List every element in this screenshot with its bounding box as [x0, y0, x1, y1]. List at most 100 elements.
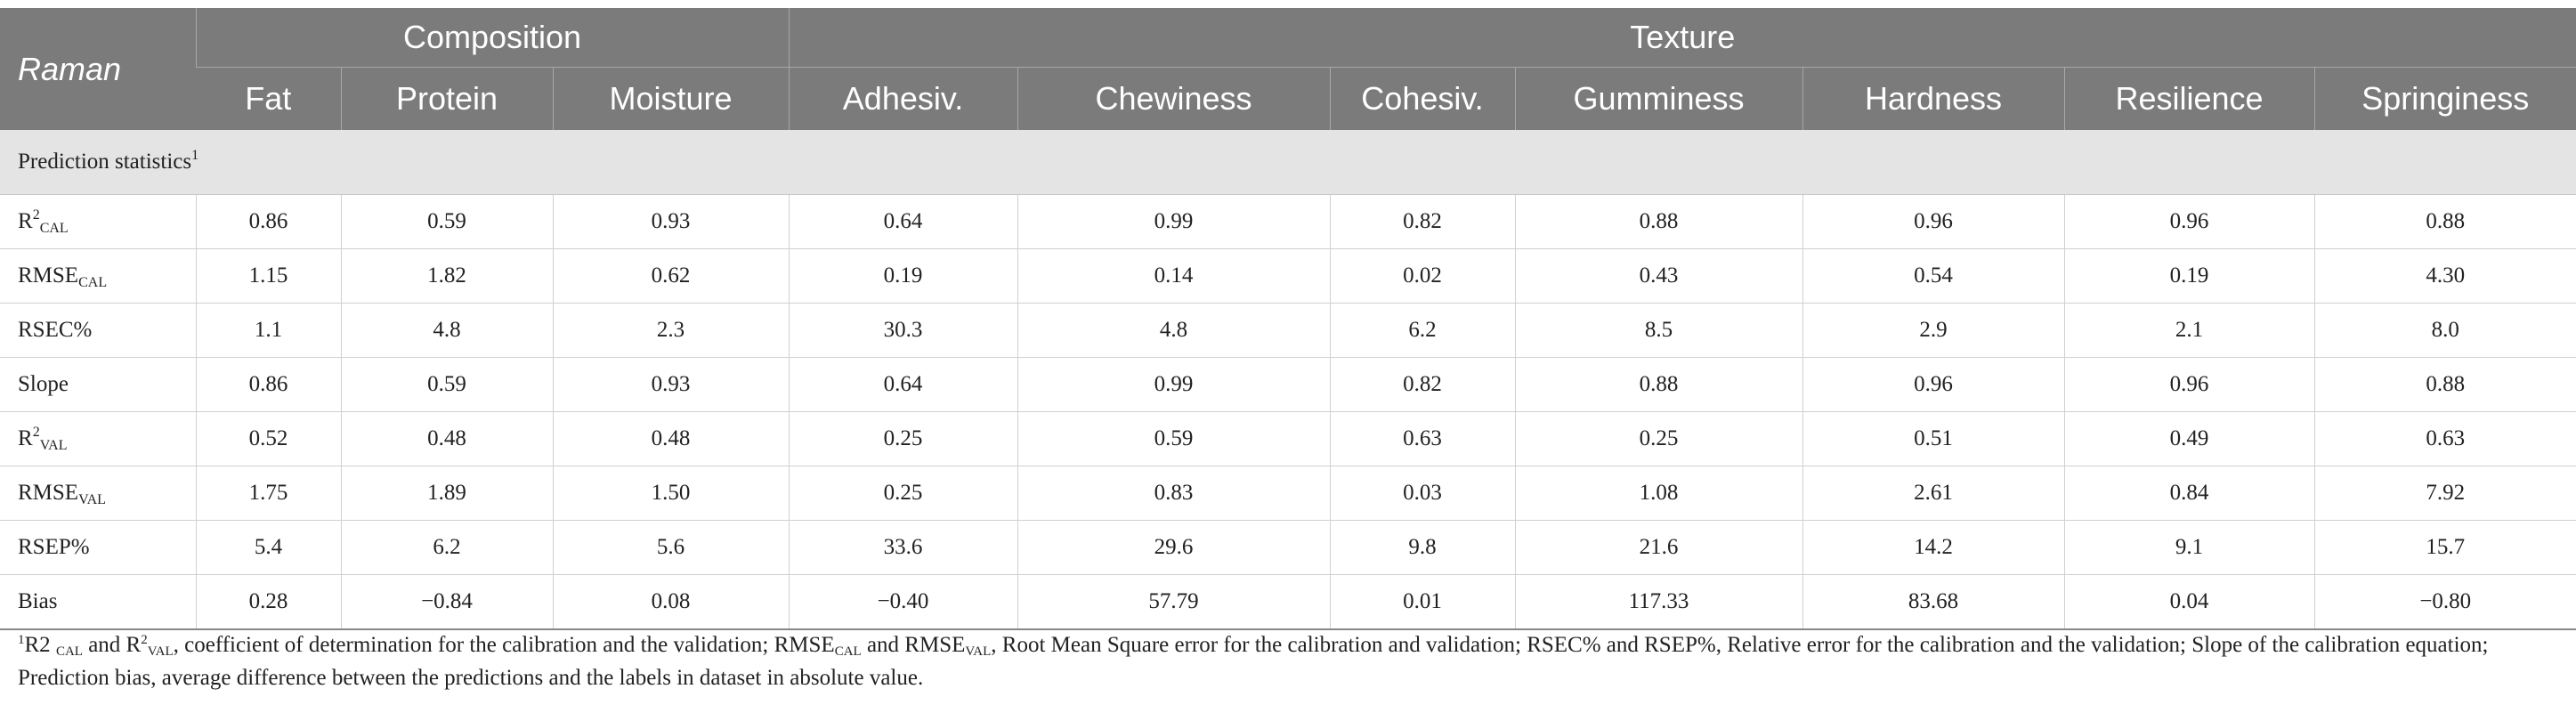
- row-label-text: Bias: [18, 589, 58, 613]
- table-cell: 0.86: [195, 194, 341, 249]
- row-label: Slope: [0, 357, 196, 412]
- table-cell: 0.01: [1329, 574, 1515, 630]
- table-cell: 0.93: [552, 357, 789, 412]
- table-cell: 0.96: [1802, 194, 2064, 249]
- table-cell: 1.82: [340, 248, 553, 304]
- table-cell: 7.92: [2313, 466, 2576, 521]
- column-header: Fat: [196, 67, 341, 130]
- table-row: R2VAL 0.52 0.48 0.48 0.25 0.59 0.63 0.25 0.51 0.4…: [0, 411, 2576, 466]
- row-label: Bias: [0, 574, 196, 630]
- table-cell: 0.59: [340, 357, 553, 412]
- table-cell: 8.5: [1514, 303, 1802, 358]
- table-row: RMSEVAL 1.75 1.89 1.50 0.25 0.83 0.03 1.08 2.61 0…: [0, 466, 2576, 521]
- row-label-text: RMSE: [18, 481, 79, 505]
- table-cell: 0.08: [552, 574, 789, 630]
- row-label: RMSECAL: [0, 248, 196, 304]
- footnote-superscript: 2: [141, 633, 148, 647]
- table-row: RSEP% 5.4 6.2 5.6 33.6 29.6 9.8 21.6 14.2 9.1 15.7: [0, 520, 2576, 575]
- table-body: Prediction statistics1 R2CAL 0.86 0.59 0.93…: [0, 130, 2576, 630]
- table-cell: 0.19: [2063, 248, 2314, 304]
- prediction-statistics-table: Raman Composition Texture Fat Protein Mois…: [0, 8, 2576, 630]
- row-label: R2VAL: [0, 411, 196, 466]
- table-cell: −0.80: [2313, 574, 2576, 630]
- table-cell: 0.04: [2063, 574, 2314, 630]
- column-header: Springiness: [2313, 67, 2576, 130]
- table-cell: 0.64: [788, 357, 1017, 412]
- table-cell: 117.33: [1514, 574, 1802, 630]
- row-label-text: RMSE: [18, 263, 79, 288]
- table-cell: 2.9: [1802, 303, 2064, 358]
- footnote-subscript: VAL: [965, 644, 992, 659]
- table-cell: 0.59: [340, 194, 553, 249]
- row-label: R2CAL: [0, 194, 196, 249]
- composition-group-header: Composition: [195, 8, 789, 68]
- table-cell: 0.88: [2313, 357, 2576, 412]
- table-cell: 0.48: [340, 411, 553, 466]
- table-cell: 0.99: [1017, 194, 1330, 249]
- table-row: Slope 0.86 0.59 0.93 0.64 0.99 0.82 0.88 0.96 0.9…: [0, 357, 2576, 412]
- table-row: R2CAL 0.86 0.59 0.93 0.64 0.99 0.82 0.88 0.96 0.9…: [0, 194, 2576, 249]
- column-header: Hardness: [1802, 67, 2064, 130]
- column-header: Protein: [340, 67, 553, 130]
- table-cell: 0.96: [2063, 357, 2314, 412]
- table-row: Bias 0.28 −0.84 0.08 −0.40 57.79 0.01 117.33 83.…: [0, 574, 2576, 630]
- column-header: Gumminess: [1514, 67, 1802, 130]
- table-cell: 0.03: [1329, 466, 1515, 521]
- table-cell: 0.02: [1329, 248, 1515, 304]
- row-label-text: R: [18, 209, 33, 233]
- table-cell: 0.49: [2063, 411, 2314, 466]
- row-label-subscript: CAL: [39, 221, 69, 236]
- table-cell: 29.6: [1017, 520, 1330, 575]
- section-row: Prediction statistics1: [0, 130, 2576, 195]
- table-cell: 0.52: [195, 411, 341, 466]
- row-label: RSEC%: [0, 303, 196, 358]
- table-cell: 1.50: [552, 466, 789, 521]
- table-cell: 0.54: [1802, 248, 2064, 304]
- column-header: Resilience: [2063, 67, 2314, 130]
- texture-group-header: Texture: [788, 8, 2576, 68]
- footnote-text: R2: [24, 633, 56, 657]
- section-footnote-marker: 1: [191, 148, 199, 163]
- column-header-row: Fat Protein Moisture Adhesiv. Chewiness Cohes…: [0, 67, 2576, 130]
- row-label-subscript: VAL: [39, 438, 68, 453]
- table-cell: 1.1: [195, 303, 341, 358]
- table-cell: 30.3: [788, 303, 1017, 358]
- table-cell: 21.6: [1514, 520, 1802, 575]
- row-label-subscript: VAL: [78, 492, 106, 507]
- footnote-subscript: CAL: [55, 644, 83, 659]
- table-cell: 2.3: [552, 303, 789, 358]
- table-cell: 14.2: [1802, 520, 2064, 575]
- row-label-header: Raman: [0, 8, 196, 130]
- footnote-marker: 1: [18, 633, 25, 647]
- table-footnote: 1R2 CAL and R2VAL, coefficient of determ…: [18, 630, 2555, 693]
- row-label-text: RSEC%: [18, 318, 93, 342]
- column-header: Moisture: [552, 67, 789, 130]
- footnote-subscript: VAL: [147, 644, 174, 659]
- table-cell: 0.96: [1802, 357, 2064, 412]
- row-label-text: R: [18, 426, 33, 450]
- footnote-subscript: CAL: [834, 644, 862, 659]
- footnote-text: and R: [82, 633, 142, 657]
- row-label: RSEP%: [0, 520, 196, 575]
- table-cell: 0.88: [1514, 194, 1802, 249]
- column-header: Adhesiv.: [788, 67, 1017, 130]
- table-cell: 0.96: [2063, 194, 2314, 249]
- table-cell: 0.59: [1017, 411, 1330, 466]
- table-cell: 0.62: [552, 248, 789, 304]
- table-cell: 0.14: [1017, 248, 1330, 304]
- table-row: RSEC% 1.1 4.8 2.3 30.3 4.8 6.2 8.5 2.9 2.1 8.0: [0, 303, 2576, 358]
- table-cell: 4.8: [340, 303, 553, 358]
- table-cell: 0.93: [552, 194, 789, 249]
- table-cell: 9.8: [1329, 520, 1515, 575]
- table-cell: 1.15: [195, 248, 341, 304]
- table-cell: 6.2: [340, 520, 553, 575]
- row-label-superscript: 2: [32, 207, 40, 223]
- table-cell: 4.30: [2313, 248, 2576, 304]
- table-cell: 0.25: [788, 411, 1017, 466]
- table-cell: 0.48: [552, 411, 789, 466]
- row-label-superscript: 2: [32, 425, 40, 440]
- table-cell: 0.51: [1802, 411, 2064, 466]
- table-cell: 0.83: [1017, 466, 1330, 521]
- table-cell: 1.75: [195, 466, 341, 521]
- row-label-subscript: CAL: [78, 275, 108, 290]
